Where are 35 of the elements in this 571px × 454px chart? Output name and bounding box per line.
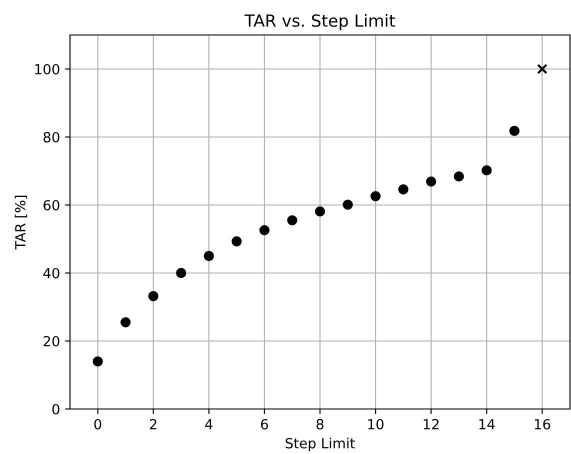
x-tick-label: 16 <box>534 418 550 430</box>
x-tick-label: 2 <box>150 418 156 430</box>
x-tick-label: 14 <box>479 419 495 430</box>
x-tick-label: 8 <box>316 418 324 430</box>
point <box>176 268 186 278</box>
x-tick-label: 12 <box>424 418 439 430</box>
point <box>120 317 131 328</box>
chart-title: TAR vs. Step Limit <box>244 14 396 30</box>
point <box>398 184 408 194</box>
point <box>232 236 242 246</box>
point <box>287 215 298 226</box>
point <box>314 206 326 217</box>
point <box>148 291 158 302</box>
point <box>454 171 464 182</box>
y-tick-label: 60 <box>44 200 60 210</box>
y-tick-label: 80 <box>44 132 60 142</box>
point <box>370 191 381 202</box>
point <box>342 200 353 210</box>
y-axis-title: TAR [%] <box>14 196 28 250</box>
point <box>204 250 214 262</box>
point <box>259 225 270 236</box>
point <box>509 126 520 136</box>
point <box>537 64 548 74</box>
point <box>482 165 492 176</box>
x-tick-label: 6 <box>260 418 268 430</box>
y-tick-label: 40 <box>43 268 60 278</box>
point <box>92 356 103 366</box>
y-tick-label: 100 <box>35 64 60 74</box>
x-axis-title: Step Limit <box>286 438 355 452</box>
y-tick-label: 20 <box>44 336 60 346</box>
x-tick-label: 0 <box>94 418 102 430</box>
x-tick-label: 10 <box>368 418 384 430</box>
x-tick-label: 4 <box>205 419 213 430</box>
point <box>426 176 436 187</box>
y-tick-label: 0 <box>52 404 60 414</box>
